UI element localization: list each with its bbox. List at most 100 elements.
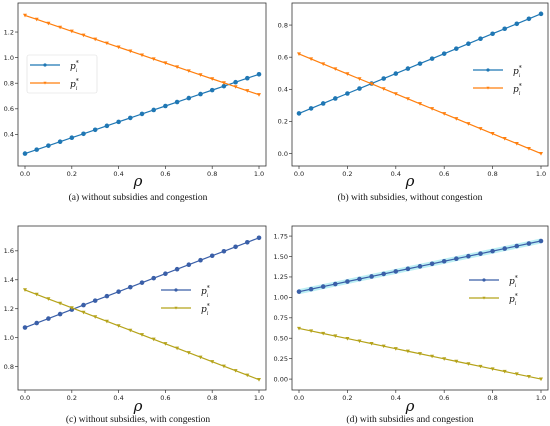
data-point: [116, 324, 121, 328]
x-tick-label: 0.2: [342, 170, 352, 178]
data-point: [538, 238, 544, 244]
panel-caption: (b) with subsidies, without congestion: [338, 192, 483, 203]
data-point: [128, 284, 133, 290]
x-tick-label: 0.8: [207, 394, 217, 402]
data-point: [526, 146, 531, 151]
data-point: [442, 112, 447, 116]
data-point: [175, 346, 180, 351]
data-point: [175, 65, 180, 69]
data-point: [466, 253, 471, 259]
x-tick-label: 0.8: [487, 394, 497, 402]
legend-box: [26, 54, 98, 94]
data-point: [478, 127, 483, 131]
data-point: [539, 151, 543, 156]
data-point: [345, 279, 350, 284]
data-point: [441, 51, 447, 56]
data-point: [514, 372, 519, 377]
y-tick-label: 1.75: [274, 232, 288, 240]
data-point: [221, 248, 227, 254]
data-point: [478, 251, 483, 256]
data-point: [526, 374, 531, 379]
chart-panel-a: 0.0 0.2 0.4 0.6 0.8 1.0 0.4 0.6 0.8 1.0 1.2 p* i p* l ρ…: [4, 2, 267, 203]
data-point: [405, 349, 410, 354]
data-point: [502, 246, 508, 251]
data-point: [233, 85, 238, 89]
data-point: [210, 77, 215, 81]
data-point: [174, 99, 180, 105]
legend-marker: [486, 86, 490, 90]
data-point: [490, 132, 495, 136]
x-axis-label: ρ: [133, 397, 143, 415]
data-point: [69, 135, 75, 141]
data-point: [454, 359, 459, 364]
data-point: [116, 119, 121, 125]
data-point: [333, 96, 338, 101]
data-point: [93, 315, 98, 319]
panel-caption: (d) with subsidies and congestion: [346, 414, 473, 425]
data-point: [128, 328, 133, 333]
data-point: [418, 352, 422, 356]
data-point: [514, 243, 520, 249]
legend: p* i p* l: [469, 275, 518, 307]
data-point: [442, 357, 447, 361]
data-point: [174, 266, 180, 272]
data-point: [369, 274, 374, 279]
data-point: [245, 75, 250, 81]
data-point: [93, 37, 98, 42]
data-point: [81, 310, 86, 315]
data-point: [23, 13, 27, 18]
data-point: [34, 147, 39, 152]
data-point: [454, 117, 459, 121]
x-tick-label: 0.6: [160, 170, 170, 178]
data-point: [81, 131, 86, 137]
legend-entry-l: p* l: [70, 78, 79, 92]
data-point: [245, 373, 250, 378]
data-point: [257, 378, 261, 382]
y-tick-label: 1.6: [4, 247, 14, 255]
data-point: [198, 91, 203, 97]
data-point: [381, 271, 387, 277]
y-tick-label: 1.0: [4, 334, 14, 342]
y-tick-label: 0.75: [274, 314, 288, 322]
data-point: [514, 142, 519, 146]
data-point: [333, 334, 338, 339]
data-point: [22, 325, 28, 330]
data-point: [69, 306, 74, 310]
legend-entry-i: p* i: [513, 65, 522, 79]
data-point: [321, 62, 326, 66]
x-axis-label: ρ: [405, 397, 415, 415]
y-tick-label: 0.4: [4, 131, 14, 139]
chart-panel-d: 0.0 0.2 0.4 0.6 0.8 1.0 0.00 0.25 0.50 0.75 1.00 1.…: [274, 225, 549, 425]
data-point: [405, 266, 411, 272]
x-tick-label: 1.0: [536, 170, 546, 178]
x-axis-label: ρ: [405, 172, 415, 190]
data-point: [34, 292, 39, 297]
y-tick-label: 0.2: [278, 118, 288, 126]
data-point: [151, 337, 156, 342]
data-point: [233, 79, 238, 85]
data-point: [430, 107, 435, 111]
data-point: [163, 103, 168, 109]
data-point: [92, 298, 98, 303]
data-point: [58, 25, 63, 30]
chart-panel-b: 0.0 0.2 0.4 0.6 0.8 1.0 0.0 0.2 0.4 0.6 0.8 p* i p* l ρ…: [278, 2, 549, 203]
data-point: [526, 241, 532, 246]
legend-entry-i: p* i: [509, 275, 518, 289]
data-point: [369, 342, 374, 346]
x-tick-label: 0.4: [391, 394, 401, 402]
x-tick-label: 0.4: [113, 170, 123, 178]
y-tick-label: 0.6: [4, 105, 14, 113]
x-tick-label: 0.0: [20, 170, 30, 178]
data-point: [186, 262, 192, 268]
y-tick-label: 1.4: [4, 276, 14, 284]
y-tick-label: 1.0: [4, 54, 14, 62]
x-tick-label: 1.0: [254, 170, 264, 178]
data-point: [140, 53, 144, 58]
data-point: [139, 280, 145, 285]
x-tick-label: 1.0: [536, 394, 546, 402]
data-point: [308, 286, 314, 292]
y-tick-label: 0.8: [4, 80, 14, 88]
data-point: [345, 72, 350, 76]
data-point: [381, 87, 386, 91]
